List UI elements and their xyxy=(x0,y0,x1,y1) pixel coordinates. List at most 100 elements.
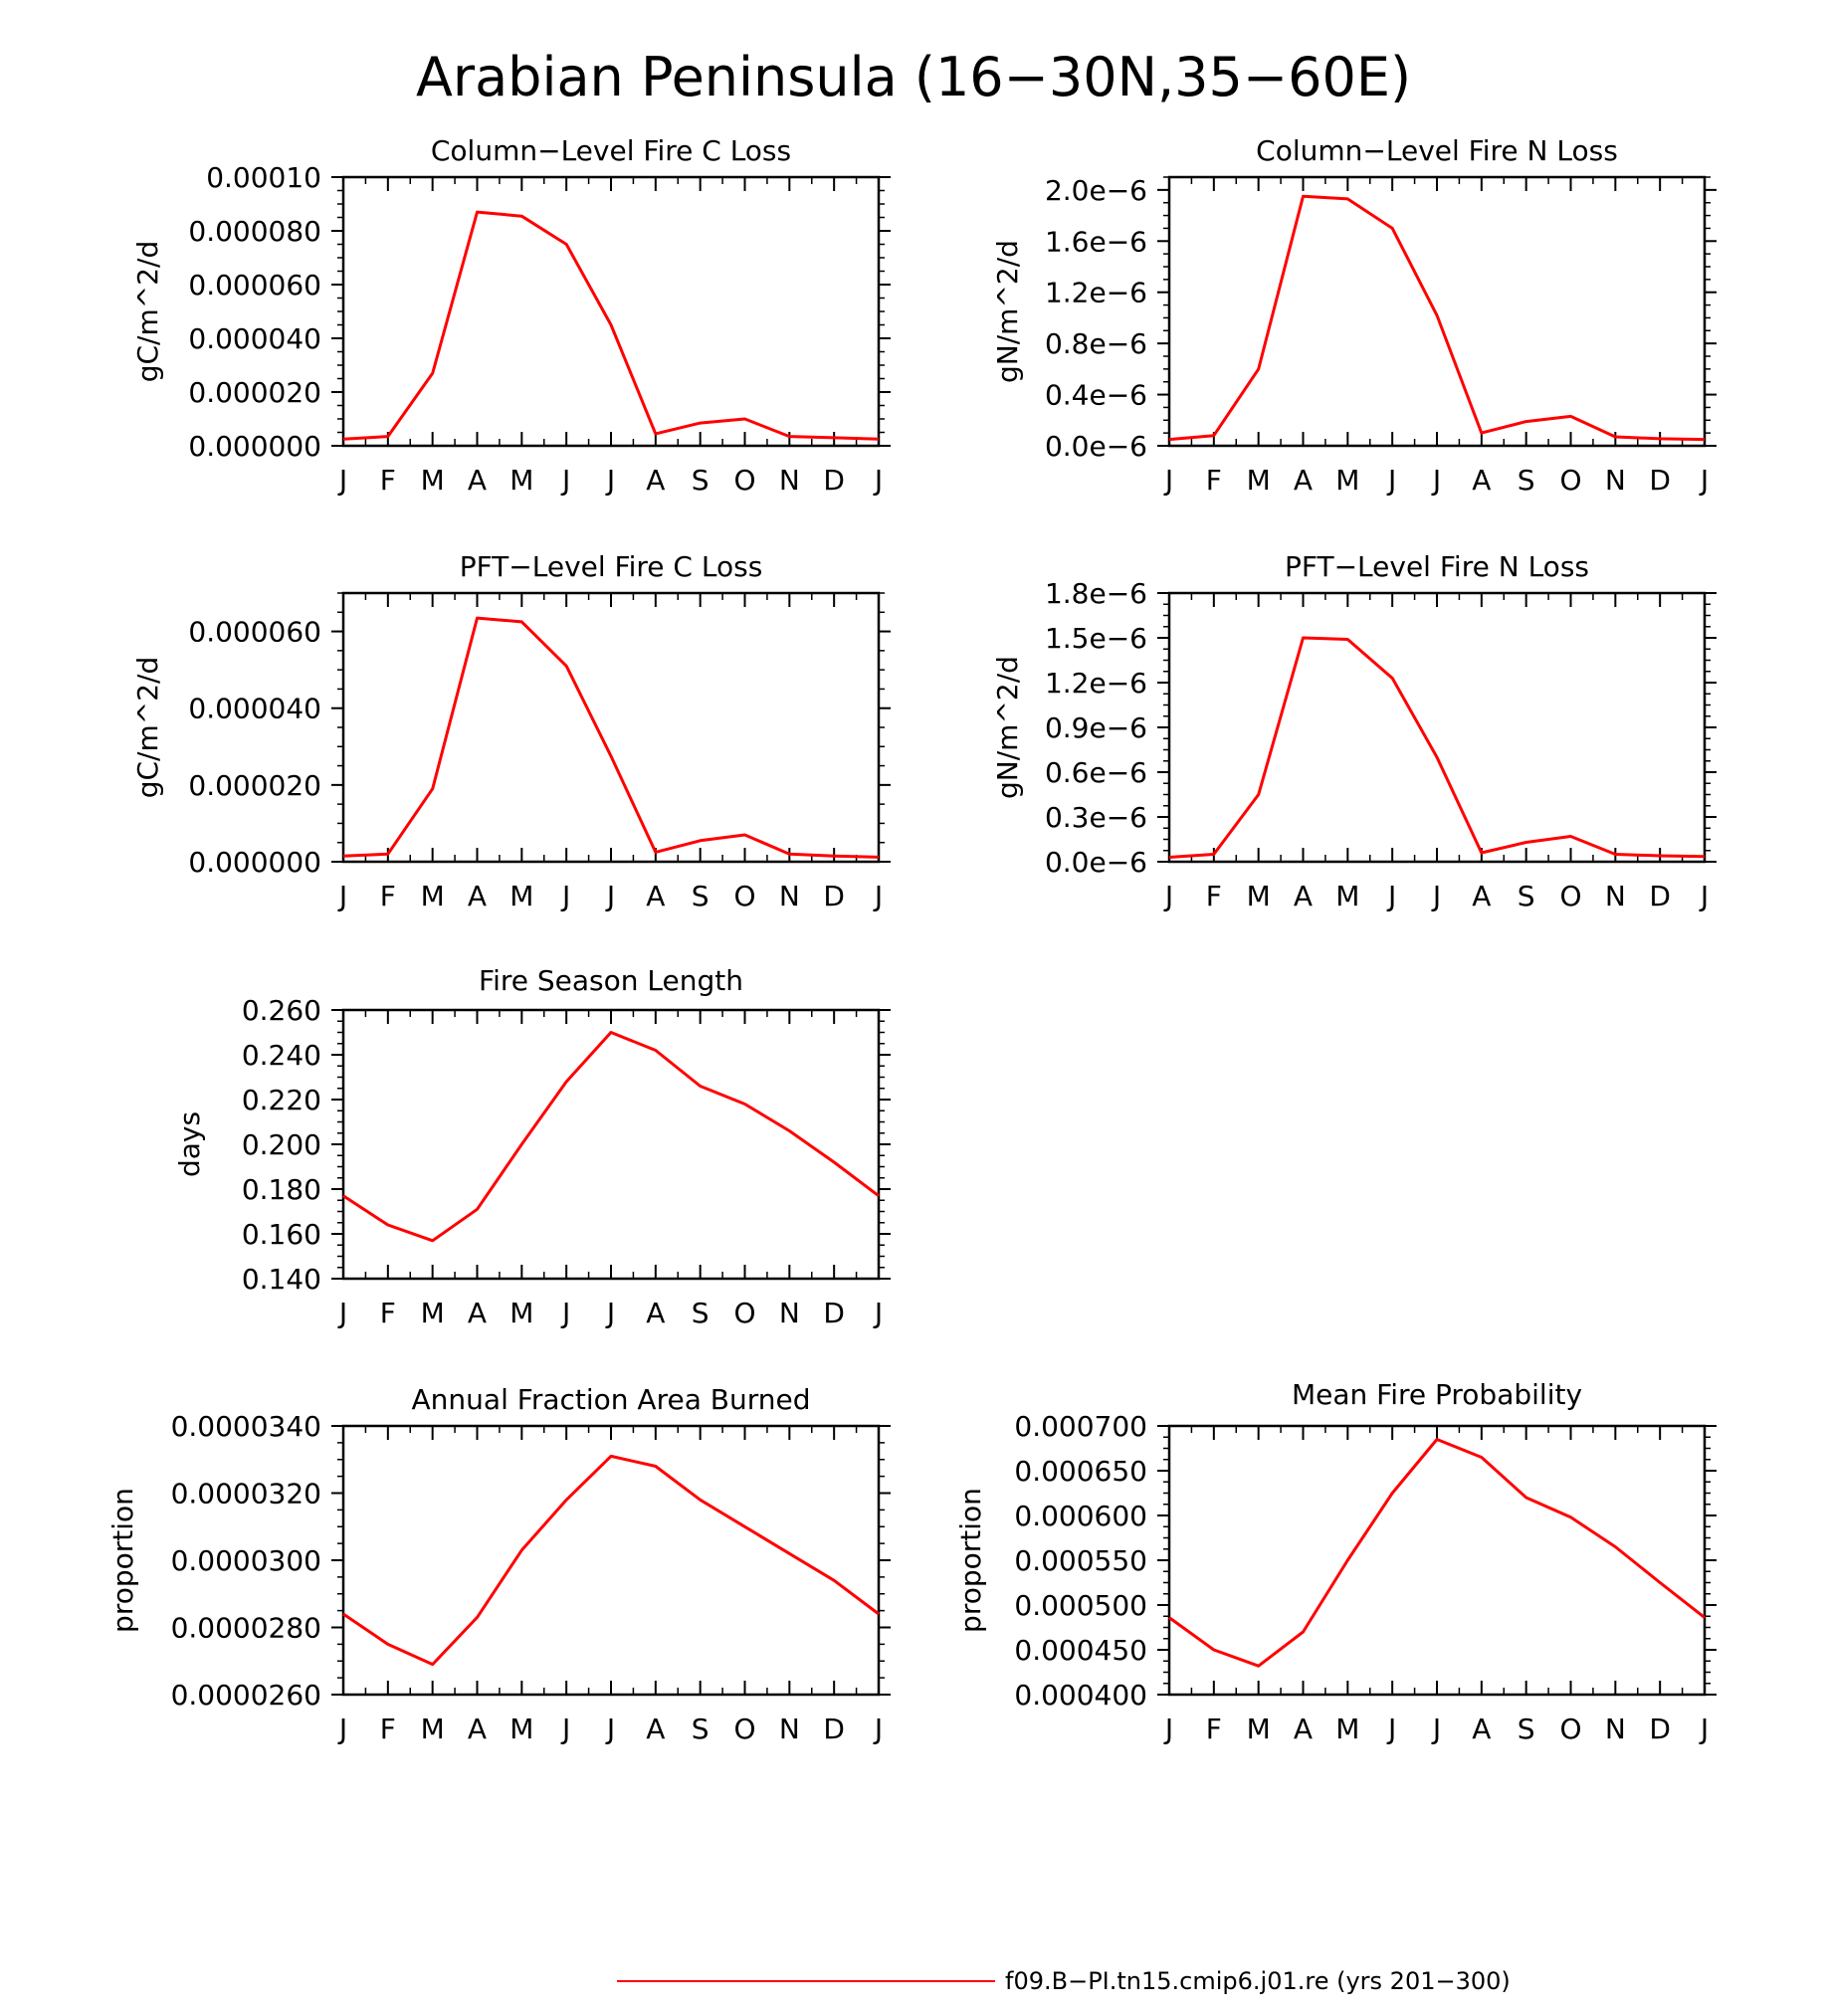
x-tick-label: J xyxy=(560,464,570,497)
chart-panel: J F M A M J J A S O N D J0.0e−60.3e−60.6e−60.9e−61.2… xyxy=(991,550,1717,912)
y-tick-label: 0.200 xyxy=(242,1128,321,1161)
y-tick-label: 0.140 xyxy=(242,1263,321,1296)
y-tick-label: 0.260 xyxy=(242,994,321,1027)
panel-title: Fire Season Length xyxy=(479,964,743,997)
y-tick-label: 0.000020 xyxy=(188,769,321,802)
x-tick-label: J xyxy=(1163,464,1173,497)
x-tick-label: N xyxy=(779,1297,800,1329)
y-tick-label: 0.000000 xyxy=(188,846,321,879)
plot-frame xyxy=(341,591,881,864)
x-tick-label: M xyxy=(1247,1713,1271,1745)
x-tick-label: O xyxy=(733,1713,755,1745)
x-tick-label: M xyxy=(421,1297,445,1329)
series-line xyxy=(1168,194,1706,442)
x-tick-label: S xyxy=(692,1713,710,1745)
y-tick-label: 0.180 xyxy=(242,1173,321,1206)
x-tick-label: S xyxy=(692,464,710,497)
x-tick-label: N xyxy=(779,1713,800,1745)
x-tick-label: A xyxy=(468,1297,487,1329)
y-tick-label: 0.000040 xyxy=(188,322,321,355)
x-tick-label: J xyxy=(560,880,570,912)
x-tick-label: J xyxy=(1386,464,1396,497)
x-tick-label: A xyxy=(1294,464,1313,497)
chart-panel: J F M A M J J A S O N D J0.0004000.0004500.0005000.0… xyxy=(954,1378,1717,1745)
x-tick-label: O xyxy=(1559,464,1581,497)
series-line xyxy=(342,1454,880,1667)
y-axis-label: gN/m^2/d xyxy=(991,240,1024,383)
x-tick-label: M xyxy=(421,1713,445,1745)
x-tick-label: A xyxy=(1472,880,1491,912)
x-tick-label: M xyxy=(509,1297,533,1329)
y-tick-label: 0.240 xyxy=(242,1039,321,1072)
x-tick-label: M xyxy=(1335,880,1359,912)
x-tick-label: J xyxy=(873,880,883,912)
y-tick-label: 0.0000260 xyxy=(171,1679,321,1712)
x-tick-label: J xyxy=(873,464,883,497)
x-tick-label: M xyxy=(421,464,445,497)
y-tick-label: 0.6e−6 xyxy=(1045,756,1147,789)
x-tick-label: J xyxy=(1163,880,1173,912)
x-tick-label: N xyxy=(779,880,800,912)
x-tick-label: J xyxy=(337,1297,347,1329)
x-tick-label: D xyxy=(823,1297,845,1329)
panel-title: Column−Level Fire N Loss xyxy=(1256,134,1618,167)
y-tick-label: 0.000040 xyxy=(188,693,321,725)
series-line xyxy=(1168,1438,1706,1668)
x-tick-label: F xyxy=(380,880,396,912)
plot-frame xyxy=(1167,591,1707,864)
y-tick-label: 0.9e−6 xyxy=(1045,711,1147,744)
x-tick-label: M xyxy=(421,880,445,912)
x-tick-label: M xyxy=(1335,1713,1359,1745)
x-tick-label: N xyxy=(1605,464,1626,497)
y-tick-label: 1.5e−6 xyxy=(1045,622,1147,655)
y-tick-label: 0.000550 xyxy=(1014,1544,1147,1577)
y-tick-label: 0.000080 xyxy=(188,215,321,248)
panel-title: PFT−Level Fire C Loss xyxy=(460,550,763,583)
x-tick-label: A xyxy=(646,1297,665,1329)
plot-frame xyxy=(1167,175,1707,448)
x-tick-label: A xyxy=(468,1713,487,1745)
panel-title: PFT−Level Fire N Loss xyxy=(1285,550,1589,583)
x-tick-label: D xyxy=(1649,880,1671,912)
series-line xyxy=(342,616,880,859)
x-tick-label: A xyxy=(1294,1713,1313,1745)
plot-frame xyxy=(1167,1424,1707,1697)
x-tick-label: J xyxy=(560,1713,570,1745)
x-tick-label: M xyxy=(1247,880,1271,912)
y-tick-label: 0.8e−6 xyxy=(1045,327,1147,360)
y-tick-label: 0.0000320 xyxy=(171,1478,321,1511)
x-tick-label: O xyxy=(1559,880,1581,912)
x-tick-label: J xyxy=(1699,1713,1709,1745)
x-tick-label: F xyxy=(1206,464,1222,497)
x-tick-label: J xyxy=(605,1297,615,1329)
x-tick-label: J xyxy=(560,1297,570,1329)
x-tick-label: O xyxy=(733,880,755,912)
x-tick-label: D xyxy=(823,880,845,912)
y-tick-label: 0.0000340 xyxy=(171,1410,321,1443)
y-tick-label: 0.000600 xyxy=(1014,1500,1147,1532)
x-tick-label: N xyxy=(779,464,800,497)
x-tick-label: A xyxy=(646,464,665,497)
x-tick-label: O xyxy=(1559,1713,1581,1745)
panel-title: Annual Fraction Area Burned xyxy=(412,1383,811,1416)
x-tick-label: N xyxy=(1605,1713,1626,1745)
x-tick-label: J xyxy=(873,1713,883,1745)
panel-title: Mean Fire Probability xyxy=(1292,1378,1582,1411)
figure-title: Arabian Peninsula (16−30N,35−60E) xyxy=(416,46,1411,108)
y-tick-label: 1.8e−6 xyxy=(1045,577,1147,610)
x-tick-label: S xyxy=(1518,1713,1535,1745)
x-tick-label: S xyxy=(1518,464,1535,497)
y-axis-label: proportion xyxy=(106,1488,139,1633)
x-tick-label: S xyxy=(1518,880,1535,912)
x-tick-label: A xyxy=(646,1713,665,1745)
chart-panel: J F M A M J J A S O N D J0.0000000.0000200.0000400.0… xyxy=(131,134,891,497)
x-tick-label: O xyxy=(733,464,755,497)
y-axis-label: proportion xyxy=(954,1488,987,1633)
x-tick-label: D xyxy=(823,1713,845,1745)
y-tick-label: 0.000650 xyxy=(1014,1455,1147,1488)
y-tick-label: 0.0e−6 xyxy=(1045,430,1147,463)
x-tick-label: M xyxy=(1335,464,1359,497)
x-tick-label: M xyxy=(509,1713,533,1745)
x-tick-label: F xyxy=(380,464,396,497)
